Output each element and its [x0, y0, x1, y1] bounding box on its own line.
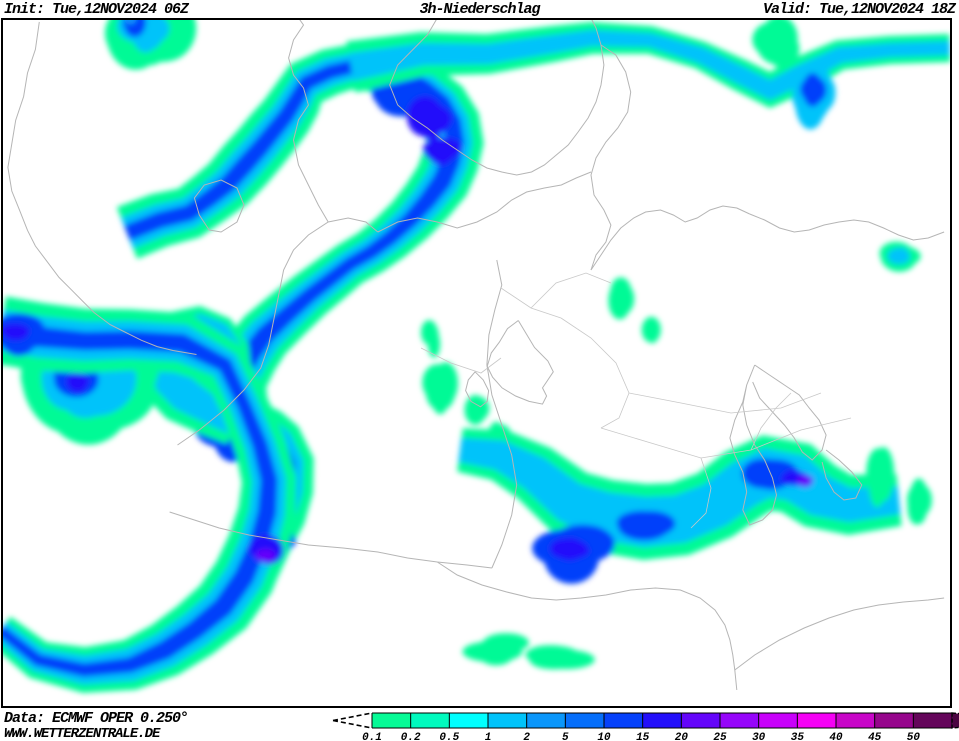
svg-text:50: 50 [907, 732, 921, 741]
svg-text:5: 5 [562, 732, 569, 741]
svg-text:0.2: 0.2 [401, 732, 421, 741]
svg-text:2: 2 [523, 732, 530, 741]
svg-text:35: 35 [791, 732, 805, 741]
svg-text:25: 25 [713, 732, 727, 741]
svg-text:20: 20 [675, 732, 689, 741]
svg-text:15: 15 [636, 732, 650, 741]
svg-text:10: 10 [597, 732, 611, 741]
svg-text:0.5: 0.5 [439, 732, 459, 741]
svg-text:45: 45 [868, 732, 882, 741]
svg-text:0.1: 0.1 [362, 732, 382, 741]
svg-text:30: 30 [752, 732, 766, 741]
svg-text:40: 40 [829, 732, 843, 741]
svg-text:1: 1 [485, 732, 492, 741]
